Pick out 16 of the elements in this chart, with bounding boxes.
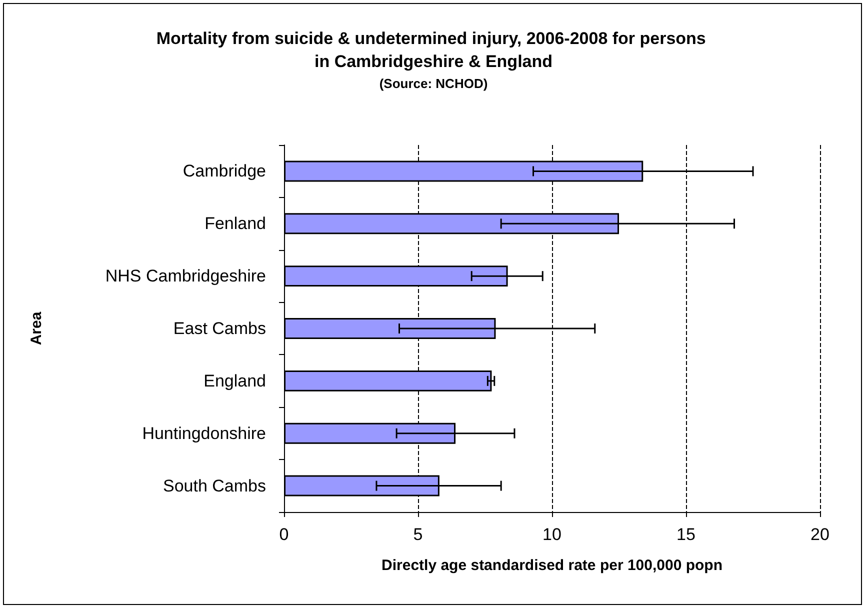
y-tick-label: Cambridge [182,162,266,181]
x-tick-label: 20 [810,525,830,544]
y-tick-label: NHS Cambridgeshire [105,266,266,286]
y-tick-label: Fenland [204,214,266,234]
x-tick-label: 15 [676,525,696,544]
x-axis-title: Directly age standardised rate per 100,000 popn [382,557,722,574]
x-tick-label: 5 [413,525,423,544]
y-tick-label: South Cambs [163,476,266,496]
chart-subtitle: (Source: NCHOD) [379,76,488,91]
y-tick-label: East Cambs [173,319,266,338]
y-tick-label: Huntingdonshire [142,424,266,443]
x-tick-label: 0 [279,525,289,544]
chart-title: Mortality from suicide & undetermined injury, 2006-2008 for persons in Cambridgeshire & England [156,29,711,71]
x-tick-label: 10 [542,525,562,544]
y-tick-label: England [204,371,266,390]
y-axis-title: Area [28,311,45,346]
